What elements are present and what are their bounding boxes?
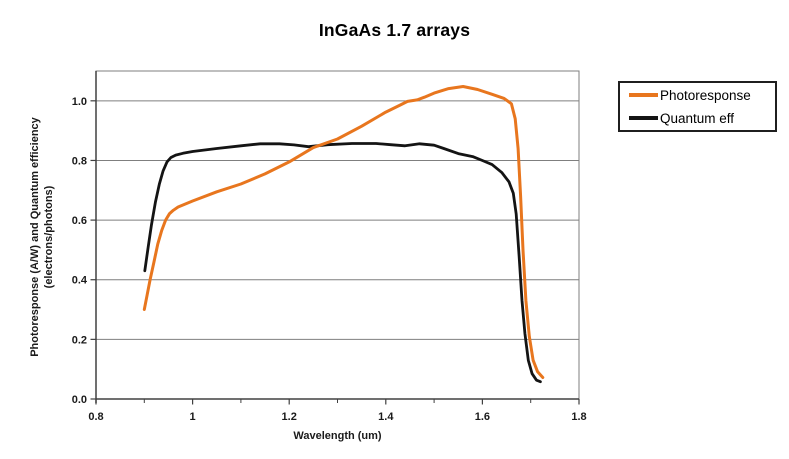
series-line-quantum-eff bbox=[143, 142, 542, 384]
x-axis-title: Wavelength (um) bbox=[293, 430, 382, 442]
photoresponse-line-swatch bbox=[629, 93, 658, 97]
x-tick-label-1.6: 1.6 bbox=[475, 411, 490, 423]
legend: Photoresponse Quantum eff bbox=[618, 81, 777, 132]
x-tick-label-1.8: 1.8 bbox=[571, 411, 586, 423]
y-tick-label-0.8: 0.8 bbox=[72, 155, 87, 167]
series-line-photoresponse bbox=[142, 85, 545, 379]
y-tick-label-0: 0.0 bbox=[72, 394, 87, 406]
y-tick-label-0.4: 0.4 bbox=[72, 275, 88, 287]
chart-title: InGaAs 1.7 arrays bbox=[318, 20, 471, 40]
legend-item-photoresponse: Photoresponse bbox=[629, 85, 775, 105]
x-tick-label-1: 1 bbox=[190, 411, 196, 423]
legend-item-quantum-eff: Quantum eff bbox=[629, 108, 775, 128]
y-tick-label-0.6: 0.6 bbox=[72, 215, 87, 227]
x-tick-label-1.2: 1.2 bbox=[282, 411, 297, 423]
x-tick-label-1.4: 1.4 bbox=[378, 411, 394, 423]
x-tick-label-0.8: 0.8 bbox=[88, 411, 103, 423]
legend-label-photoresponse: Photoresponse bbox=[660, 87, 751, 103]
y-tick-label-1: 1.0 bbox=[72, 96, 87, 108]
y-tick-label-0.2: 0.2 bbox=[72, 334, 87, 346]
quantum-eff-line-swatch bbox=[629, 116, 658, 120]
legend-label-quantum-eff: Quantum eff bbox=[660, 110, 735, 126]
plot-frame bbox=[95, 70, 580, 400]
